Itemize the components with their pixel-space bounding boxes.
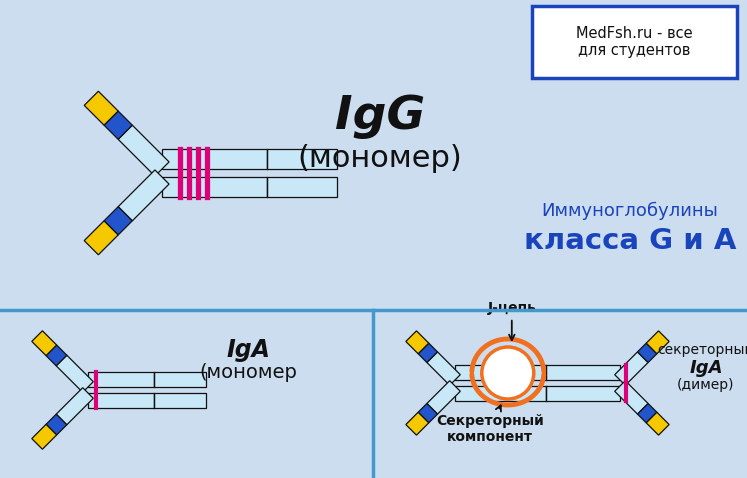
Text: IgA: IgA xyxy=(226,338,270,362)
Polygon shape xyxy=(84,91,118,125)
Bar xyxy=(546,386,620,401)
Polygon shape xyxy=(118,170,169,221)
Bar xyxy=(154,393,206,408)
Text: Секреторный
компонент: Секреторный компонент xyxy=(436,405,544,444)
Text: MedFsh.ru - все
для студентов: MedFsh.ru - все для студентов xyxy=(576,26,692,58)
Polygon shape xyxy=(56,355,93,392)
Polygon shape xyxy=(637,403,657,423)
Polygon shape xyxy=(418,403,438,423)
Polygon shape xyxy=(56,388,93,425)
Bar xyxy=(455,365,546,380)
Bar xyxy=(532,6,737,78)
Text: (мономер): (мономер) xyxy=(297,143,462,173)
Polygon shape xyxy=(615,352,648,385)
Bar xyxy=(546,365,620,380)
Bar xyxy=(154,372,206,387)
Bar xyxy=(267,149,337,169)
Polygon shape xyxy=(118,125,169,176)
Polygon shape xyxy=(46,345,66,366)
Text: секреторный: секреторный xyxy=(657,343,747,357)
Polygon shape xyxy=(32,331,57,356)
Text: IgG: IgG xyxy=(335,94,425,139)
Polygon shape xyxy=(46,414,66,435)
Text: класса G и A: класса G и A xyxy=(524,227,737,255)
Polygon shape xyxy=(427,352,460,385)
Bar xyxy=(162,177,267,197)
Bar xyxy=(267,177,337,197)
Polygon shape xyxy=(637,343,657,362)
Polygon shape xyxy=(646,412,669,435)
Text: J-цепь: J-цепь xyxy=(487,301,536,340)
Polygon shape xyxy=(646,331,669,354)
Bar xyxy=(88,393,154,408)
Ellipse shape xyxy=(482,347,534,399)
Polygon shape xyxy=(418,343,438,362)
Polygon shape xyxy=(104,206,132,235)
Bar xyxy=(455,386,546,401)
Text: (мономер: (мономер xyxy=(199,362,297,381)
Bar xyxy=(162,149,267,169)
Text: (димер): (димер) xyxy=(678,378,735,392)
Polygon shape xyxy=(427,380,460,414)
Polygon shape xyxy=(406,412,429,435)
Polygon shape xyxy=(32,424,57,449)
Polygon shape xyxy=(406,331,429,354)
Polygon shape xyxy=(104,111,132,139)
Polygon shape xyxy=(615,380,648,414)
Polygon shape xyxy=(84,221,118,255)
Bar xyxy=(88,372,154,387)
Text: IgA: IgA xyxy=(689,359,723,377)
Text: Иммуноглобулины: Иммуноглобулины xyxy=(542,202,719,220)
